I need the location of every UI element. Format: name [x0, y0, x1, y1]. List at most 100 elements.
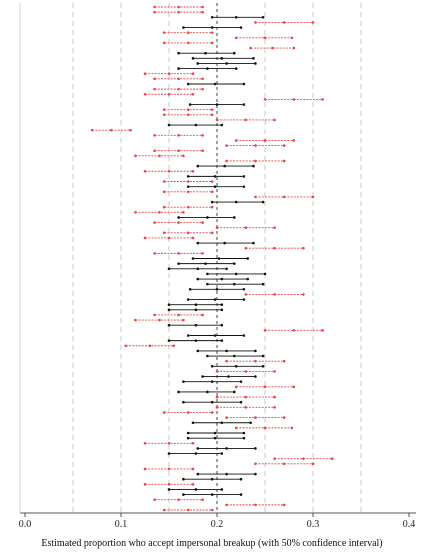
interval-row	[162, 508, 214, 512]
interval-low-point	[234, 385, 238, 389]
interval-low-point	[225, 159, 228, 163]
interval-low-point	[254, 195, 257, 199]
interval-high-point	[210, 31, 214, 34]
interval-row	[143, 467, 195, 471]
interval-high-point	[220, 303, 224, 306]
interval-high-point	[273, 395, 276, 399]
interval-estimate-point	[194, 339, 198, 342]
interval-row	[244, 246, 305, 250]
interval-high-point	[210, 508, 214, 512]
interval-high-point	[220, 308, 224, 312]
interval-high-point	[311, 195, 315, 199]
interval-estimate-point	[158, 154, 161, 158]
interval-row	[153, 498, 204, 502]
interval-low-point	[143, 236, 147, 240]
interval-row	[134, 211, 185, 214]
interval-estimate-point	[225, 472, 228, 476]
interval-row	[263, 329, 324, 332]
interval-row	[177, 51, 236, 55]
interval-low-point	[182, 400, 185, 404]
interval-low-point	[134, 211, 137, 214]
interval-estimate-point	[213, 82, 217, 86]
interval-low-point	[162, 190, 166, 194]
interval-low-point	[206, 282, 209, 286]
interval-low-point	[249, 46, 252, 50]
interval-estimate-point	[167, 72, 171, 76]
interval-high-point	[242, 334, 246, 337]
interval-estimate-point	[206, 390, 209, 394]
interval-estimate-point	[167, 92, 171, 96]
interval-estimate-point	[167, 236, 171, 240]
interval-estimate-point	[273, 293, 276, 296]
interval-high-point	[210, 190, 214, 194]
interval-low-point	[162, 108, 166, 111]
interval-estimate-point	[220, 57, 224, 60]
x-tick-label: 0.0	[19, 519, 32, 530]
interval-row	[182, 477, 243, 481]
interval-row	[182, 493, 243, 496]
interval-high-point	[292, 46, 296, 50]
interval-low-point	[196, 62, 200, 65]
interval-row	[177, 67, 238, 70]
interval-estimate-point	[244, 226, 248, 230]
interval-low-point	[177, 390, 180, 394]
interval-row	[225, 359, 286, 363]
interval-row	[186, 436, 246, 440]
interval-low-point	[134, 154, 137, 158]
interval-low-point	[273, 457, 276, 460]
interval-low-point	[234, 36, 238, 40]
interval-estimate-point	[263, 426, 267, 430]
interval-estimate-point	[254, 416, 257, 419]
interval-high-point	[311, 462, 315, 466]
interval-high-point	[191, 169, 195, 173]
interval-estimate-point	[213, 334, 217, 337]
x-tick-label: 0.3	[307, 519, 320, 530]
interval-estimate-point	[167, 441, 171, 445]
interval-low-point	[186, 298, 190, 301]
interval-row	[143, 169, 195, 173]
interval-low-point	[153, 313, 156, 317]
interval-row	[249, 46, 296, 50]
interval-estimate-point	[210, 380, 214, 383]
interval-low-point	[143, 441, 147, 445]
interval-estimate-point	[217, 257, 221, 260]
interval-high-point	[242, 103, 246, 106]
interval-low-point	[162, 205, 166, 209]
interval-low-point	[167, 452, 171, 455]
x-tick-label: 0.4	[403, 519, 416, 530]
interval-high-point	[254, 375, 257, 378]
interval-high-point	[220, 339, 224, 342]
interval-estimate-point	[225, 447, 228, 450]
interval-row	[244, 293, 305, 296]
interval-estimate-point	[213, 431, 217, 435]
interval-high-point	[292, 139, 296, 142]
interval-high-point	[201, 149, 204, 153]
interval-estimate-point	[177, 498, 180, 502]
interval-row	[143, 483, 195, 486]
interval-estimate-point	[177, 252, 180, 255]
interval-row	[196, 472, 257, 476]
interval-low-point	[225, 503, 228, 507]
interval-high-point	[261, 364, 265, 368]
interval-low-point	[186, 436, 190, 440]
interval-high-point	[232, 262, 236, 265]
interval-layer	[90, 5, 334, 512]
interval-high-point	[191, 441, 195, 445]
interval-row	[206, 282, 265, 286]
interval-estimate-point	[302, 457, 305, 460]
interval-low-point	[167, 339, 171, 342]
interval-low-point	[215, 118, 219, 122]
interval-low-point	[225, 144, 228, 147]
interval-estimate-point	[177, 313, 180, 317]
interval-row	[196, 277, 250, 281]
interval-row	[162, 113, 214, 117]
interval-high-point	[201, 77, 204, 81]
interval-low-point	[182, 477, 185, 481]
interval-low-point	[206, 272, 209, 276]
interval-low-point	[182, 493, 185, 496]
interval-high-point	[201, 498, 204, 502]
interval-low-point	[196, 472, 200, 476]
interval-low-point	[225, 416, 228, 419]
interval-row	[162, 411, 214, 414]
interval-low-point	[177, 216, 180, 219]
